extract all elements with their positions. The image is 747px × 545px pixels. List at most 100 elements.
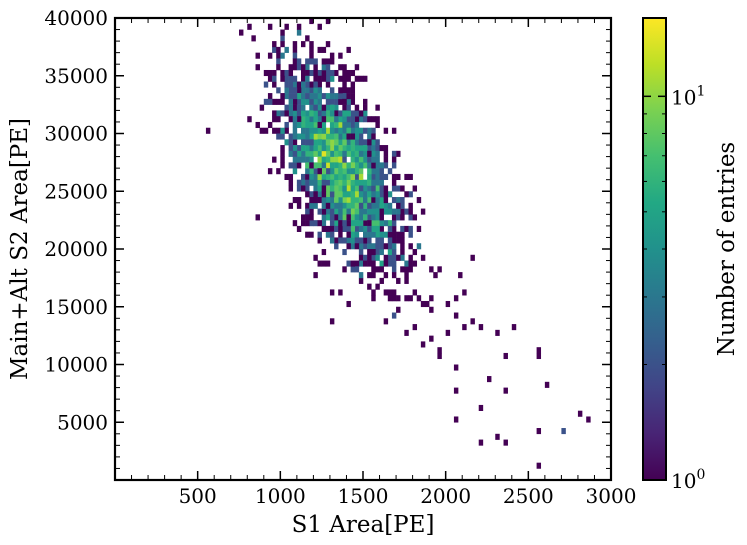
heatmap-cell <box>396 150 401 157</box>
heatmap-cell <box>367 197 372 204</box>
heatmap-cell <box>276 58 281 65</box>
heatmap-cell <box>329 220 335 227</box>
heatmap-cell <box>371 116 376 123</box>
heatmap-cell <box>284 69 289 77</box>
heatmap-cell <box>338 185 343 192</box>
heatmap-cell <box>292 110 298 117</box>
heatmap-cell <box>317 185 322 192</box>
heatmap-cell <box>350 185 356 192</box>
heatmap-cell <box>338 220 343 227</box>
heatmap-cell <box>296 98 302 105</box>
heatmap-cell <box>305 116 310 123</box>
heatmap-cell <box>391 156 397 163</box>
heatmap-cell <box>383 231 389 238</box>
heatmap-cell <box>371 179 376 186</box>
heatmap-cell <box>350 110 356 117</box>
heatmap-cell <box>325 58 331 65</box>
heatmap-cell <box>325 225 331 232</box>
heatmap-cell <box>358 156 364 163</box>
heatmap-cell <box>354 208 360 215</box>
heatmap-cell <box>325 98 331 105</box>
heatmap-cell <box>301 87 306 94</box>
heatmap-cell <box>346 104 351 111</box>
heatmap-cell <box>375 214 380 221</box>
heatmap-cell <box>329 185 335 192</box>
heatmap-cell <box>342 127 347 134</box>
heatmap-cell <box>342 145 347 152</box>
heatmap-cell <box>313 87 318 94</box>
heatmap-cell <box>383 254 389 261</box>
heatmap-cell <box>296 179 302 186</box>
heatmap-cell <box>371 254 376 261</box>
heatmap-cell <box>329 231 335 238</box>
heatmap-cell <box>396 197 401 204</box>
heatmap-cell <box>325 150 331 157</box>
heatmap-cell <box>383 145 389 152</box>
heatmap-cell <box>288 162 294 169</box>
heatmap-cell <box>358 272 364 279</box>
heatmap-cell <box>387 220 393 227</box>
heatmap-cell <box>358 185 364 192</box>
heatmap-cell <box>296 156 302 163</box>
heatmap-cell <box>371 197 376 204</box>
heatmap-cell <box>391 208 397 215</box>
heatmap-cell <box>280 29 285 36</box>
heatmap-cell <box>288 150 294 157</box>
plot-area <box>113 16 613 482</box>
heatmap-cell <box>429 295 434 302</box>
heatmap-cell <box>371 225 376 232</box>
heatmap-cell <box>400 266 405 273</box>
heatmap-cell <box>334 179 339 186</box>
heatmap-cell <box>321 121 327 129</box>
heatmap-cell <box>313 168 318 175</box>
heatmap-cell <box>325 18 331 25</box>
heatmap-cell <box>309 93 314 100</box>
heatmap-cell <box>309 133 314 140</box>
heatmap-cell <box>338 202 343 209</box>
y-axis-label: Main+Alt S2 Area[PE] <box>7 118 33 380</box>
heatmap-cell <box>334 121 339 129</box>
heatmap-cell <box>350 208 356 215</box>
heatmap-cell <box>383 191 389 198</box>
heatmap-cell <box>387 191 393 198</box>
heatmap-cell <box>354 127 360 134</box>
heatmap-cell <box>346 87 351 94</box>
heatmap-cell <box>400 249 405 256</box>
heatmap-cell <box>317 156 322 163</box>
heatmap-cell <box>338 156 343 163</box>
heatmap-cell <box>301 133 306 140</box>
heatmap-cell <box>437 347 442 354</box>
heatmap-cell <box>400 208 405 215</box>
heatmap-cell <box>387 231 393 238</box>
heatmap-cell <box>358 110 364 117</box>
heatmap-cell <box>375 237 380 244</box>
heatmap-cell <box>317 104 322 111</box>
heatmap-cell <box>313 254 318 261</box>
heatmap-cell <box>400 225 405 232</box>
heatmap-cell <box>453 387 459 394</box>
heatmap-cell <box>329 52 335 59</box>
heatmap-cell <box>301 41 306 48</box>
heatmap-cell <box>309 116 314 123</box>
heatmap-cell <box>321 197 327 204</box>
heatmap-cell <box>371 208 376 215</box>
heatmap-cell <box>267 168 273 175</box>
heatmap-cell <box>305 145 310 152</box>
heatmap-cell <box>313 191 318 198</box>
heatmap-cell <box>350 179 356 186</box>
heatmap-cell <box>404 329 409 336</box>
heatmap-cell <box>346 202 351 209</box>
heatmap-cell <box>429 306 434 313</box>
heatmap-cell <box>301 185 306 192</box>
heatmap-cell <box>342 87 347 94</box>
heatmap-cell <box>255 52 260 59</box>
heatmap-cell <box>280 162 285 169</box>
heatmap-cell <box>379 277 384 284</box>
heatmap-cell <box>309 87 314 94</box>
heatmap-cell <box>292 220 298 227</box>
heatmap-cell <box>305 156 310 163</box>
heatmap-cell <box>342 64 347 71</box>
heatmap-cell <box>334 69 339 77</box>
heatmap-cell <box>338 52 343 59</box>
heatmap-cell <box>346 98 351 105</box>
